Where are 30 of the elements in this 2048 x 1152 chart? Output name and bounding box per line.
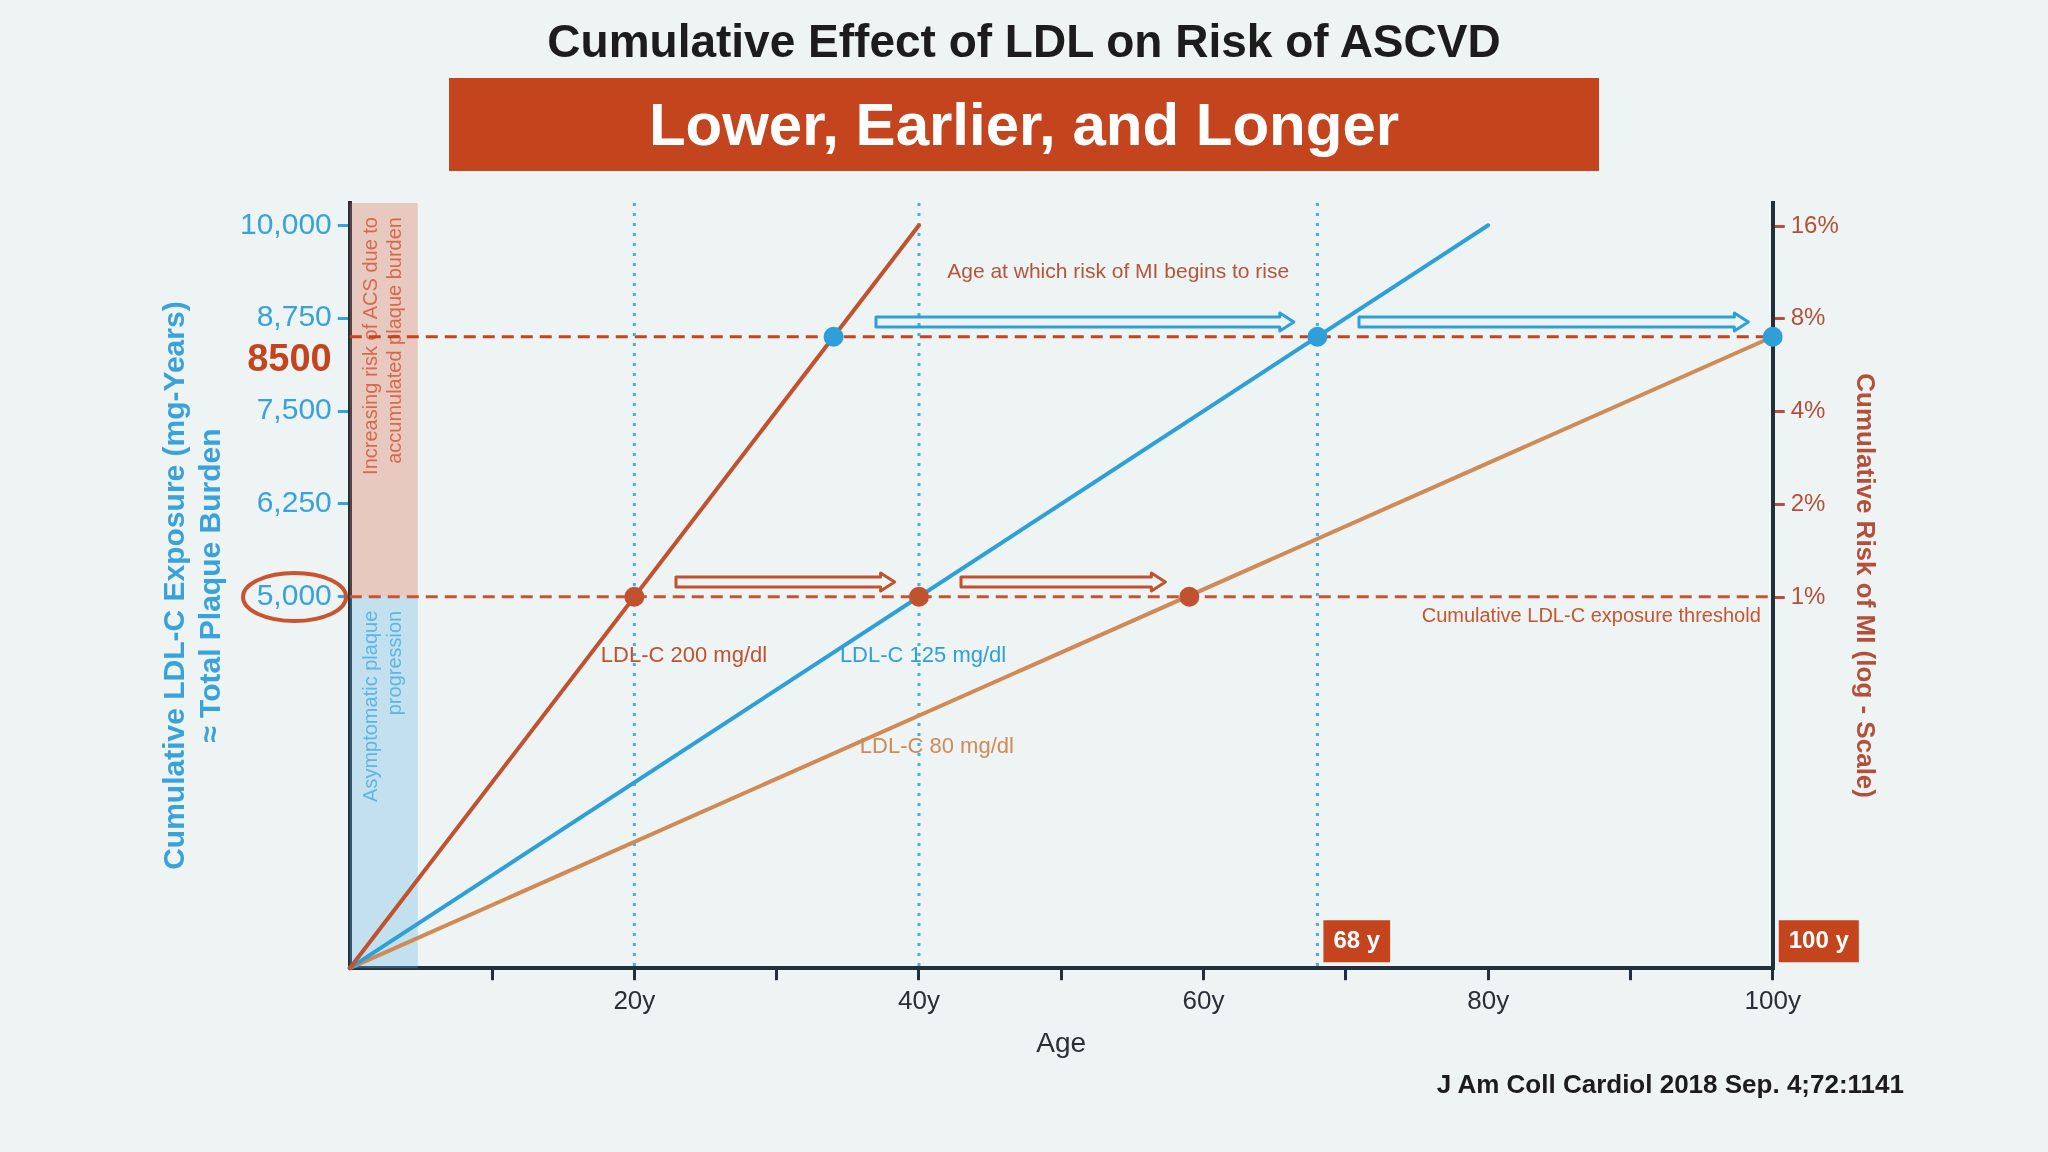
y-tick-label: 5,000 — [256, 578, 332, 612]
y-tick-label: 7,500 — [256, 392, 332, 426]
series-label: LDL-C 125 mg/dl — [839, 642, 1007, 668]
annotation: Age at which risk of MI begins to rise — [947, 258, 1290, 282]
chart-title: Cumulative Effect of LDL on Risk of ASCVD — [546, 14, 1502, 68]
x-tick-label: 40y — [898, 984, 940, 1015]
chart-subtitle: Lower, Earlier, and Longer — [449, 78, 1599, 171]
y2-tick-label: 4% — [1790, 396, 1826, 424]
y-axis-title: Cumulative LDL-C Exposure (mg-Years) ≈ Total Plaque Burden — [157, 301, 227, 870]
y-tick-label: 6,250 — [256, 485, 332, 519]
y-tick-label: 8,750 — [256, 299, 332, 333]
text: 100 y — [1788, 925, 1850, 953]
y2-tick-label: 8% — [1790, 303, 1826, 331]
x-tick-label: 20y — [613, 984, 656, 1015]
ref-line-label: Cumulative LDL-C exposure threshold — [1421, 604, 1761, 627]
x-axis-title: Age — [1036, 1026, 1087, 1058]
x-tick-label: 100y — [1744, 984, 1801, 1015]
band-label: Asymptomatic plaque progression — [359, 610, 406, 802]
text: J Am Coll Cardiol 2018 Sep. 4;72:1141 — [1435, 1069, 1904, 1100]
y2-tick-label: 2% — [1790, 488, 1826, 516]
y2-axis-title: Cumulative Risk of MI (log - Scale) — [1851, 373, 1882, 798]
ref-line-label: 8500 — [247, 337, 332, 380]
x-tick-label: 60y — [1182, 984, 1225, 1015]
y2-tick-label: 16% — [1790, 210, 1839, 238]
series-label: LDL-C 200 mg/dl — [600, 642, 768, 668]
y-tick-label: 10,000 — [239, 206, 332, 240]
y2-tick-label: 1% — [1790, 581, 1826, 609]
ref-line-label: 68 y — [1333, 925, 1381, 953]
series-label: LDL-C 80 mg/dl — [859, 733, 1014, 759]
x-tick-label: 80y — [1467, 984, 1510, 1015]
